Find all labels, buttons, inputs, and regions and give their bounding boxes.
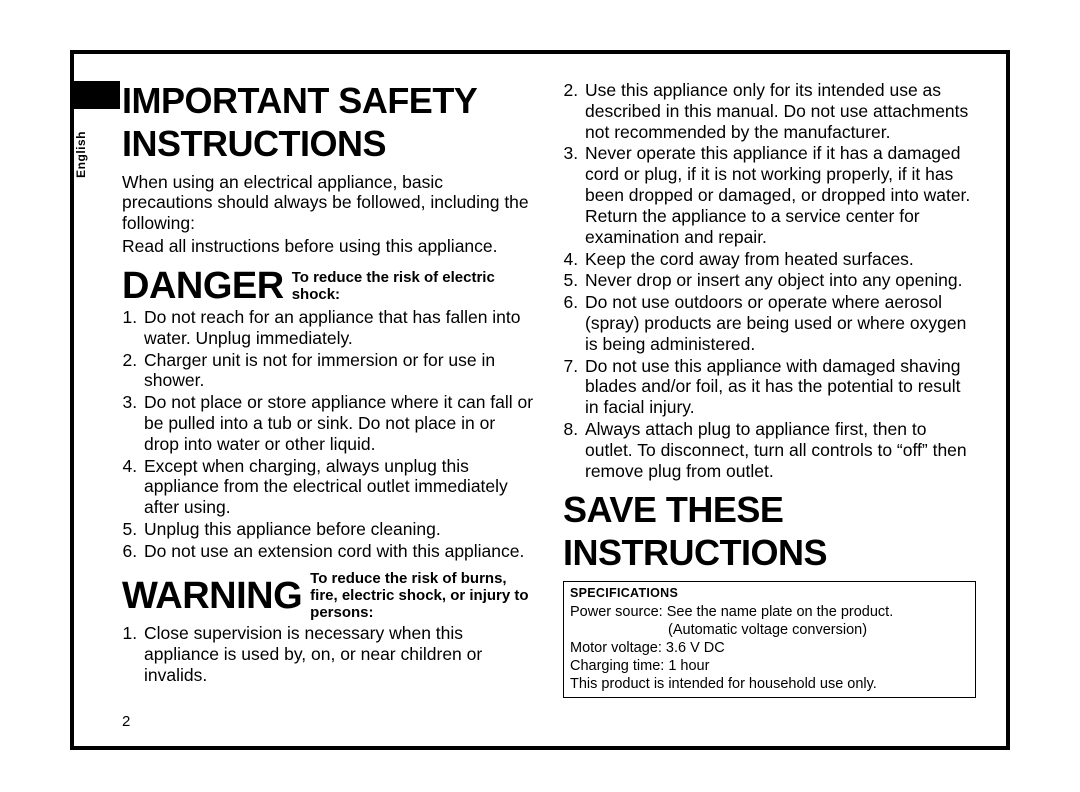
page-number: 2 — [122, 713, 130, 730]
warning-word: WARNING — [122, 577, 302, 615]
danger-item: Unplug this appliance before cleaning. — [142, 519, 535, 540]
danger-item: Do not place or store appliance where it… — [142, 392, 535, 454]
danger-list: Do not reach for an appliance that has f… — [122, 307, 535, 562]
specifications-box: SPECIFICATIONS Power source: See the nam… — [563, 581, 976, 698]
warning-item: Keep the cord away from heated surfaces. — [583, 249, 976, 270]
warning-item: Use this appliance only for its intended… — [583, 80, 976, 142]
warning-item: Always attach plug to appliance first, t… — [583, 419, 976, 481]
danger-subtitle: To reduce the risk of electric shock: — [292, 269, 535, 304]
warning-item: Close supervision is necessary when this… — [142, 623, 535, 685]
danger-item: Do not reach for an appliance that has f… — [142, 307, 535, 349]
danger-row: DANGER To reduce the risk of electric sh… — [122, 267, 535, 305]
warning-subtitle: To reduce the risk of burns, fire, elect… — [310, 570, 535, 622]
spec-power-source: Power source: See the name plate on the … — [570, 603, 969, 621]
spec-motor-voltage: Motor voltage: 3.6 V DC — [570, 639, 969, 657]
danger-item: Except when charging, always unplug this… — [142, 456, 535, 518]
page-frame: English IMPORTANT SAFETY INSTRUCTIONS Wh… — [70, 50, 1010, 750]
warning-item: Do not use this appliance with damaged s… — [583, 356, 976, 418]
danger-item: Charger unit is not for immersion or for… — [142, 350, 535, 392]
danger-word: DANGER — [122, 267, 284, 305]
warning-item: Never operate this appliance if it has a… — [583, 143, 976, 247]
heading-important-safety: IMPORTANT SAFETY INSTRUCTIONS — [122, 80, 535, 166]
spec-title: SPECIFICATIONS — [570, 586, 969, 602]
language-tab: English — [74, 131, 95, 178]
spec-power-note: (Automatic voltage conversion) — [570, 621, 969, 639]
section-marker-bar — [70, 81, 120, 109]
intro-paragraph: When using an electrical appliance, basi… — [122, 172, 535, 234]
heading-save-instructions: SAVE THESE INSTRUCTIONS — [563, 489, 976, 575]
spec-charging-time: Charging time: 1 hour — [570, 657, 969, 675]
content-columns: IMPORTANT SAFETY INSTRUCTIONS When using… — [74, 54, 1006, 698]
warning-item: Never drop or insert any object into any… — [583, 270, 976, 291]
warning-row: WARNING To reduce the risk of burns, fir… — [122, 570, 535, 622]
read-all-line: Read all instructions before using this … — [122, 236, 535, 257]
spec-household-use: This product is intended for household u… — [570, 675, 969, 693]
danger-item: Do not use an extension cord with this a… — [142, 541, 535, 562]
warning-item: Do not use outdoors or operate where aer… — [583, 292, 976, 354]
